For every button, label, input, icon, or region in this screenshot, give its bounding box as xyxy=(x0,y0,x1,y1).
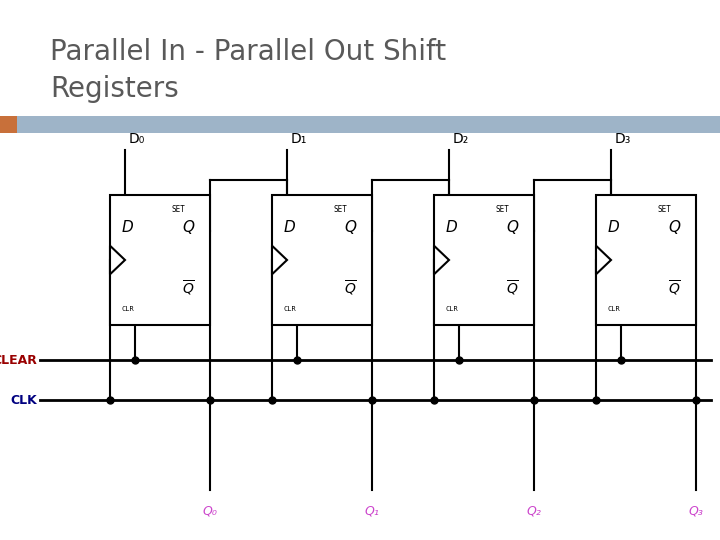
Bar xyxy=(272,195,372,325)
Text: Q: Q xyxy=(668,220,680,235)
Text: Parallel In - Parallel Out Shift: Parallel In - Parallel Out Shift xyxy=(50,38,446,66)
Text: SET: SET xyxy=(334,205,348,214)
Bar xyxy=(433,246,449,274)
Text: D₀: D₀ xyxy=(129,132,145,146)
Text: CLR: CLR xyxy=(446,306,459,312)
Text: SET: SET xyxy=(172,205,186,214)
Text: D₃: D₃ xyxy=(615,132,631,146)
Text: CLK: CLK xyxy=(10,394,37,407)
Text: Q₂: Q₂ xyxy=(526,504,541,517)
Text: Registers: Registers xyxy=(50,75,179,103)
Polygon shape xyxy=(272,246,287,274)
Text: Q: Q xyxy=(506,220,518,235)
Polygon shape xyxy=(596,246,611,274)
Bar xyxy=(434,195,534,325)
Text: SET: SET xyxy=(658,205,672,214)
Text: CLR: CLR xyxy=(284,306,297,312)
Text: Q: Q xyxy=(344,220,356,235)
Text: $\overline{Q}$: $\overline{Q}$ xyxy=(344,279,357,298)
Text: CLR: CLR xyxy=(608,306,621,312)
Bar xyxy=(271,246,287,274)
Text: $\overline{Q}$: $\overline{Q}$ xyxy=(506,279,519,298)
Text: SET: SET xyxy=(496,205,510,214)
Text: $\overline{Q}$: $\overline{Q}$ xyxy=(668,279,681,298)
Polygon shape xyxy=(434,246,449,274)
Text: CLEAR: CLEAR xyxy=(0,354,37,367)
Text: D: D xyxy=(284,220,296,235)
Text: CLR: CLR xyxy=(122,306,135,312)
Text: D₂: D₂ xyxy=(453,132,469,146)
Bar xyxy=(596,195,696,325)
Text: D: D xyxy=(446,220,458,235)
Bar xyxy=(0,116,720,133)
Text: D: D xyxy=(122,220,134,235)
Text: Q₀: Q₀ xyxy=(202,504,217,517)
Text: Q: Q xyxy=(182,220,194,235)
Text: $\overline{Q}$: $\overline{Q}$ xyxy=(182,279,195,298)
Text: D₁: D₁ xyxy=(291,132,307,146)
Text: D: D xyxy=(608,220,620,235)
Bar xyxy=(0,116,17,133)
Polygon shape xyxy=(110,246,125,274)
Text: Q₃: Q₃ xyxy=(688,504,703,517)
Bar xyxy=(595,246,611,274)
Bar xyxy=(109,246,125,274)
Text: Q₁: Q₁ xyxy=(364,504,379,517)
Bar xyxy=(110,195,210,325)
